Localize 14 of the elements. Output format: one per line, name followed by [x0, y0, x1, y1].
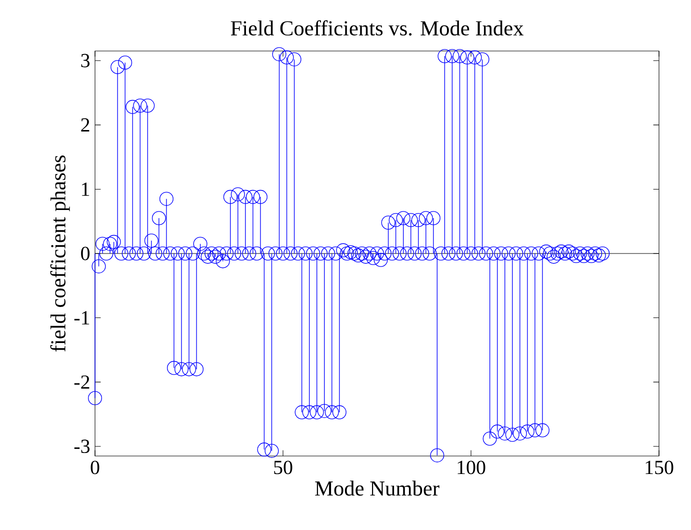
- x-axis-title: Mode Number: [315, 480, 440, 496]
- y-tick-label: 1: [82, 182, 90, 196]
- y-axis-title: field coefficient phases: [50, 156, 70, 352]
- x-tick-label: 50: [274, 460, 292, 474]
- x-tick-label: 150: [646, 460, 674, 474]
- y-tick-label: 2: [81, 118, 90, 132]
- y-tick-label: 3: [81, 54, 90, 68]
- x-tick-label: 100: [458, 460, 486, 474]
- y-tick-label: -1: [74, 311, 90, 324]
- y-tick-label: 0: [81, 246, 90, 260]
- y-tick-label: -2: [74, 375, 90, 389]
- chart-title: Field Coefficients vs. Mode Index: [230, 20, 524, 36]
- x-tick-label: 0: [90, 460, 100, 474]
- y-tick-label: -3: [74, 440, 90, 454]
